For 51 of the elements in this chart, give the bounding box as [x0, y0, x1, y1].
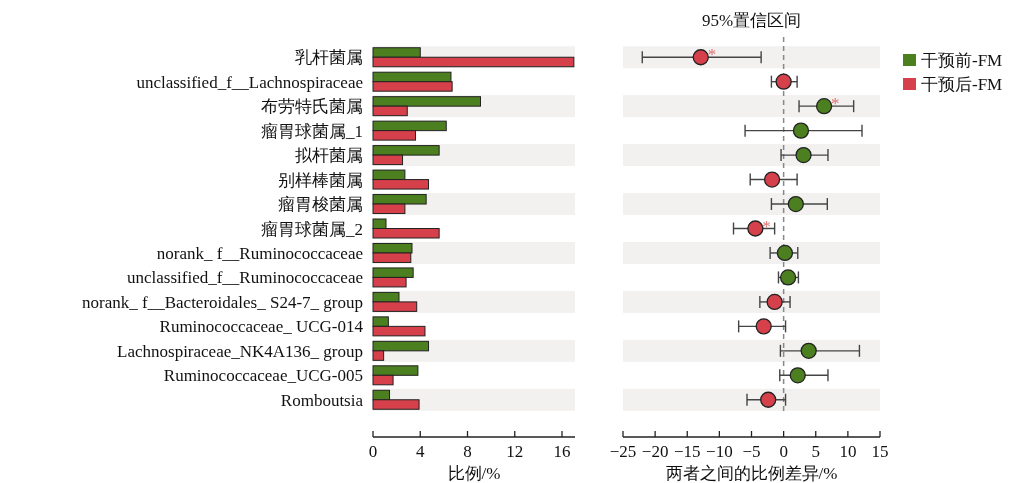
x-tick-label: −5 [742, 442, 761, 461]
x-tick-label: 16 [553, 442, 571, 461]
y-tick-label: 瘤胃球菌属_2 [261, 219, 363, 239]
y-tick-label: 布劳特氏菌属 [261, 97, 363, 117]
y-tick-label: norank_ f__Ruminococcaceae [156, 243, 363, 263]
point [766, 293, 783, 311]
y-tick-label: 拟杆菌属 [295, 146, 363, 166]
y-tick-label: 别样棒菌属 [278, 170, 363, 190]
point [763, 171, 781, 188]
point [789, 367, 806, 384]
y-tick-label: Lachnospiraceae_NK4A136_ group [117, 341, 363, 361]
data-label: * [707, 45, 717, 65]
y-tick-label: norank_ f__Bacteroidales_ S24-7_ group [82, 292, 363, 312]
chart-title: 95%置信区间 [701, 11, 802, 30]
data-label: * [762, 216, 771, 236]
point [692, 49, 709, 66]
data-label: * [831, 94, 840, 114]
x-tick-label: 10 [839, 442, 857, 461]
y-tick-label: Ruminococcaceae_UCG-005 [163, 366, 363, 386]
point [787, 195, 804, 213]
x-tick-label: 4 [416, 442, 425, 461]
point [775, 73, 792, 90]
point [747, 220, 764, 237]
point [776, 244, 794, 262]
y-tick-label: 瘤胃球菌属_1 [261, 121, 363, 141]
point [792, 122, 810, 139]
point [795, 146, 812, 164]
x-tick-label: 0 [779, 442, 788, 461]
x-tick-label: 15 [871, 442, 889, 461]
x-axis-title: 两者之间的比例差异/% [665, 464, 838, 483]
x-tick-label: 12 [506, 442, 524, 461]
point [800, 342, 817, 359]
x-tick-label: −15 [673, 442, 701, 461]
y-tick-label: Ruminococcaceae_ UCG-014 [159, 317, 364, 337]
y-tick-label: unclassified_f__Ruminococcaceae [126, 268, 363, 288]
x-tick-label: 5 [811, 442, 820, 461]
x-axis-title: 比例/% [447, 464, 501, 483]
legend-label: 干预后-FM [921, 75, 1003, 94]
y-tick-label: unclassified_f__Lachnospiraceae [136, 72, 363, 92]
point [760, 391, 777, 408]
y-tick-label: 乳杆菌属 [295, 48, 363, 68]
x-tick-label: −20 [641, 442, 669, 461]
legend-label: 干预前-FM [921, 51, 1003, 70]
point [815, 98, 833, 115]
point [755, 318, 772, 335]
x-tick-label: 0 [368, 442, 378, 461]
x-tick-label: 8 [463, 442, 472, 461]
y-tick-label: 瘤胃梭菌属 [278, 195, 363, 215]
y-tick-label: Romboutsia [280, 390, 364, 410]
x-tick-label: −25 [609, 442, 637, 461]
x-tick-label: −10 [706, 442, 733, 461]
